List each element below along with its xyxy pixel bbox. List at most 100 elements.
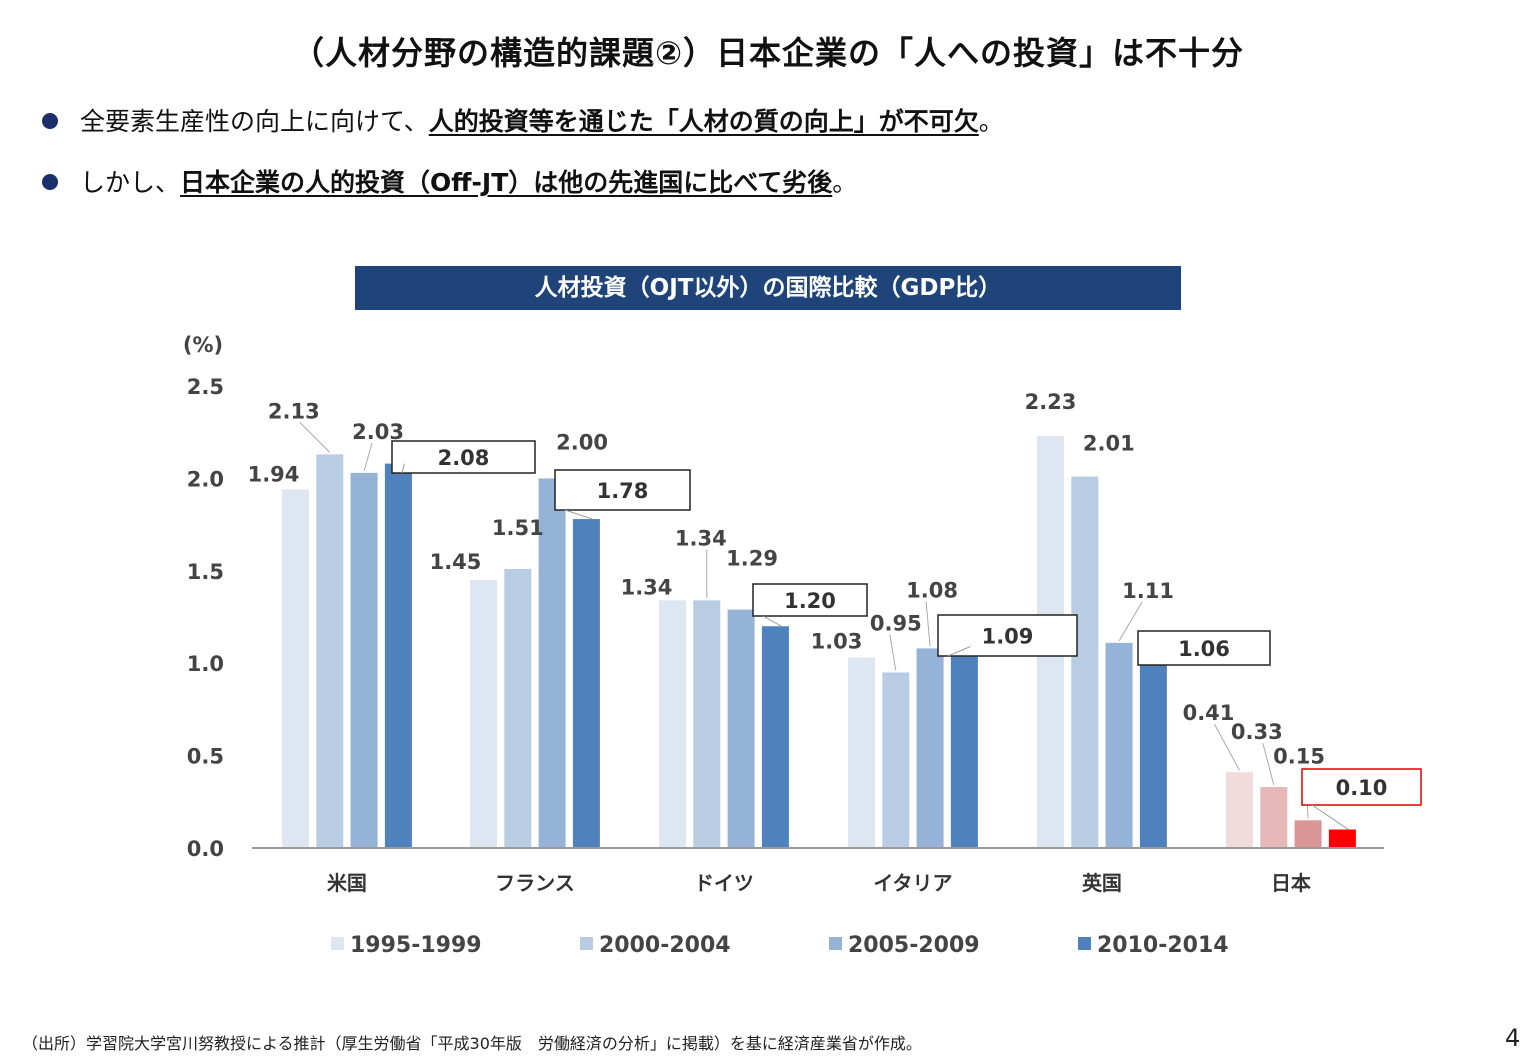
bar <box>350 472 378 848</box>
legend-label: 2005-2009 <box>848 933 980 958</box>
data-label-leader <box>925 601 931 647</box>
data-label: 1.78 <box>597 479 649 503</box>
bar <box>1139 652 1167 848</box>
data-label-leader <box>1311 804 1349 830</box>
data-label-leader <box>1262 742 1275 786</box>
y-tick-label: 0.5 <box>187 745 224 769</box>
x-category-label: フランス <box>495 871 575 895</box>
bar <box>882 672 910 848</box>
data-label: 1.08 <box>906 578 958 602</box>
x-category-label: イタリア <box>873 871 952 895</box>
data-label-leader <box>363 442 373 471</box>
y-tick-label: 2.5 <box>187 375 224 399</box>
bar <box>282 489 309 848</box>
page-number: 4 <box>1505 1024 1521 1052</box>
x-category-label: 米国 <box>327 871 367 895</box>
bar <box>572 519 600 848</box>
data-label: 1.34 <box>621 575 673 599</box>
bullet-2-lead: しかし、 <box>80 168 181 197</box>
legend-swatch <box>829 937 842 950</box>
bar <box>1105 642 1133 848</box>
bullet-2-tail: 。 <box>832 168 858 197</box>
bullet-dot-icon <box>42 113 58 129</box>
data-label: 1.45 <box>430 550 482 574</box>
data-label: 1.09 <box>982 625 1034 649</box>
y-tick-label: 2.0 <box>187 467 224 491</box>
data-label: 1.20 <box>784 589 836 613</box>
data-label-box <box>391 440 536 474</box>
y-axis-unit: (%) <box>183 333 223 357</box>
bar <box>950 646 978 848</box>
bar <box>384 463 412 848</box>
data-label-box <box>554 469 691 511</box>
x-category-label: 英国 <box>1082 871 1122 895</box>
bar <box>1328 829 1356 848</box>
bar <box>659 600 686 848</box>
x-category-label: 日本 <box>1271 871 1311 895</box>
bar <box>538 478 566 848</box>
bar-chart: (%) 0.0 0.5 1.0 1.5 2.0 2.5 米国 フランス ドイツ イタリア 英国 日本 1.… <box>183 333 1422 958</box>
y-tick-label: 1.5 <box>187 560 224 584</box>
y-tick-label: 1.0 <box>187 652 224 676</box>
bullet-2-emphasis: 日本企業の人的投資（Off-JT）は他の先進国に比べて劣後 <box>180 168 833 197</box>
data-label-leader <box>299 422 331 453</box>
bar <box>761 626 789 848</box>
data-label-leader <box>1118 601 1143 642</box>
data-label: 1.06 <box>1178 637 1230 661</box>
bar <box>504 568 532 848</box>
legend-swatch <box>331 937 344 950</box>
bar <box>1260 787 1288 848</box>
data-label-leader <box>401 463 405 474</box>
data-label: 2.00 <box>556 430 608 454</box>
data-label: 1.29 <box>726 547 778 571</box>
data-label: 1.03 <box>811 630 863 654</box>
data-label: 1.94 <box>248 462 300 486</box>
chart-title: 人材投資（OJT以外）の国際比較（GDP比） <box>355 266 1181 310</box>
data-label-leader <box>1214 723 1240 771</box>
legend-label: 1995-1999 <box>350 933 482 958</box>
bullet-dot-icon <box>42 174 58 190</box>
bullet-1: 全要素生産性の向上に向けて、人的投資等を通じた「人材の質の向上」が不可欠。 <box>42 102 1004 138</box>
data-label: 2.23 <box>1025 390 1077 414</box>
data-label-leader <box>564 509 593 520</box>
data-label: 2.03 <box>352 420 404 444</box>
legend-label: 2010-2014 <box>1097 933 1229 958</box>
data-label-box <box>937 614 1078 657</box>
page-title: （人材分野の構造的課題②）日本企業の「人への投資」は不十分 <box>291 34 1245 72</box>
x-category-label: ドイツ <box>694 871 754 895</box>
bullet-1-emphasis: 人的投資等を通じた「人材の質の向上」が不可欠 <box>428 107 979 136</box>
data-label: 0.95 <box>870 611 922 635</box>
bar <box>1071 476 1099 848</box>
data-label-leader <box>947 646 971 657</box>
data-label: 2.01 <box>1083 432 1135 456</box>
data-label-box <box>1137 630 1271 666</box>
data-label: 0.10 <box>1336 776 1388 800</box>
bar <box>693 600 721 848</box>
source-footnote: （出所）学習院大学宮川努教授による推計（厚生労働省「平成30年版 労働経済の分析… <box>22 1034 922 1053</box>
y-tick-label: 0.0 <box>187 837 224 861</box>
bar <box>848 657 875 848</box>
data-label-box <box>1301 768 1422 806</box>
legend-label: 2000-2004 <box>599 933 731 958</box>
bullet-1-tail: 。 <box>978 107 1004 136</box>
data-label-box <box>752 583 868 617</box>
bar <box>916 648 944 848</box>
bar <box>1294 820 1322 848</box>
bar <box>316 454 344 848</box>
data-label-leader <box>889 634 897 671</box>
data-label: 2.08 <box>438 446 490 470</box>
data-label: 0.33 <box>1231 720 1283 744</box>
data-label: 1.11 <box>1122 579 1174 603</box>
data-label: 0.15 <box>1273 744 1325 768</box>
legend-swatch <box>580 937 593 950</box>
bar <box>727 609 755 848</box>
bar <box>470 580 497 848</box>
data-label: 2.13 <box>268 399 320 423</box>
data-label: 1.51 <box>492 516 544 540</box>
bullet-2: しかし、日本企業の人的投資（Off-JT）は他の先進国に比べて劣後。 <box>42 163 857 199</box>
data-label: 0.41 <box>1183 701 1235 725</box>
data-label-leader <box>762 615 782 627</box>
bar <box>1226 772 1253 848</box>
legend-swatch <box>1078 937 1091 950</box>
data-label: 1.34 <box>675 526 727 550</box>
